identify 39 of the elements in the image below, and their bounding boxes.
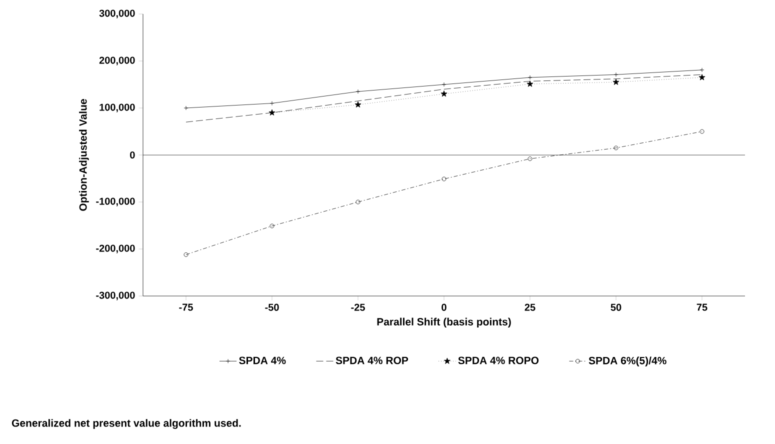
x-tick-label: -75: [179, 304, 193, 311]
point: [184, 252, 188, 257]
y-tick-label: 300,000: [99, 10, 135, 18]
y-axis-title: Option-Adjusted Value: [79, 99, 89, 211]
y-tick-label: 200,000: [99, 56, 135, 66]
point: [442, 176, 446, 182]
x-axis-title: Parallel Shift (basis points): [377, 318, 511, 328]
point: [356, 89, 360, 94]
x-tick-label: 50: [610, 304, 622, 311]
point: [528, 75, 532, 80]
point: [270, 224, 274, 228]
point: [614, 72, 618, 77]
point: [700, 129, 704, 134]
point: [526, 80, 534, 87]
point: [268, 109, 276, 116]
point: [698, 74, 706, 80]
point: [354, 101, 362, 108]
x-tick-label: -50: [265, 304, 279, 311]
legend-label: SPDA 6%(5)/4%: [588, 356, 666, 366]
point: [612, 78, 620, 85]
legend-label: SPDA 4% ROPO: [458, 356, 539, 364]
point: [270, 101, 274, 106]
x-tick-label: 75: [696, 304, 708, 311]
point: [442, 82, 446, 87]
point: [440, 90, 448, 97]
x-tick-label: 25: [524, 304, 536, 311]
legend-label: SPDA 4% ROP: [336, 356, 408, 364]
x-tick-label: 0: [442, 304, 446, 311]
y-tick-label: 0: [130, 151, 135, 159]
point: [356, 200, 360, 204]
text: Generalized net present value algorithm used.: [12, 419, 241, 429]
legend-label: SPDA 4%: [239, 356, 286, 364]
y-tick-label: -200,000: [96, 244, 135, 254]
y-tick-label: -300,000: [96, 292, 135, 300]
y-tick-label: 100,000: [100, 104, 135, 112]
y-tick-label: -100,000: [96, 198, 135, 206]
point: [528, 156, 532, 161]
point: [614, 146, 618, 150]
x-tick-label: -25: [351, 304, 365, 311]
